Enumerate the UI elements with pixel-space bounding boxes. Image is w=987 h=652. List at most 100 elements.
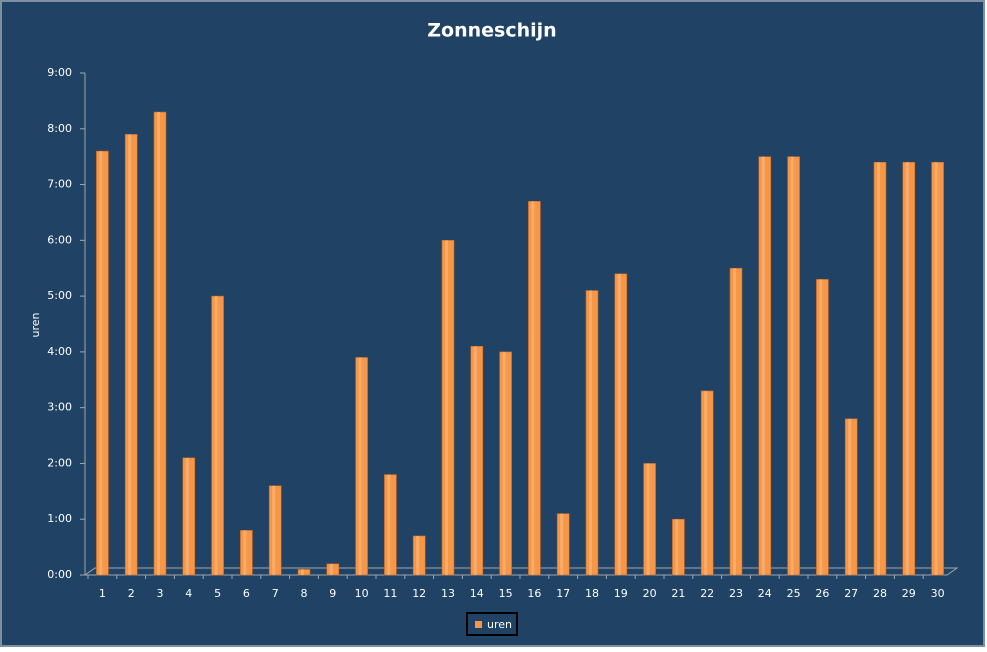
bar-highlight [358,357,362,575]
bar-group [585,290,599,576]
bar-group [672,518,685,576]
bar-highlight [473,346,477,575]
bar-group [816,279,829,576]
bar-highlight [329,563,333,575]
x-tick-label: 11 [383,587,397,600]
bar-highlight [877,162,880,575]
x-tick-label: 21 [671,587,685,600]
bar-group [844,418,858,576]
chart-title: Zonneschijn [427,20,556,42]
legend-swatch [475,621,482,628]
bar-highlight [185,457,189,575]
bar-highlight [416,535,420,575]
bar-group [902,161,916,576]
bar-group [931,161,944,576]
bar-group [528,200,541,576]
bar-group [873,161,887,576]
bar-highlight [905,162,909,575]
x-tick-label: 6 [243,587,250,600]
bar-group [729,267,743,576]
bar-highlight [790,156,794,575]
x-tick-label: 28 [873,587,887,600]
x-tick-label: 10 [355,587,369,600]
x-tick-label: 1 [99,587,106,600]
x-tick-label: 4 [185,587,192,600]
bar-highlight [704,390,708,575]
x-tick-label: 8 [301,587,308,600]
x-tick-label: 20 [643,587,657,600]
x-tick-label: 22 [700,587,714,600]
bar-highlight [761,156,765,575]
bar-highlight [646,463,650,575]
bar-group [700,390,714,576]
bar-group [211,295,224,576]
bar-group [182,457,196,576]
legend-label: uren [487,618,512,631]
bar-group [297,569,311,576]
x-tick-label: 27 [844,587,858,600]
bar-group [96,150,109,576]
bar-highlight [243,530,247,575]
x-tick-label: 17 [556,587,570,600]
bar-highlight [99,151,103,576]
bar-group [153,111,167,576]
bar-highlight [560,513,564,575]
y-tick-label: 8:00 [47,122,72,135]
bar-highlight [675,519,679,575]
x-tick-label: 9 [329,587,336,600]
x-tick-label: 13 [441,587,455,600]
bar-group [499,351,512,576]
bar-highlight [387,474,391,575]
bar-highlight [848,418,852,575]
bar-group [384,474,397,576]
x-tick-label: 25 [787,587,801,600]
bar-group [355,357,368,576]
bar-group [124,134,138,576]
bar-group [268,485,282,576]
y-axis-label: uren [29,312,42,337]
bar-group [556,513,570,576]
bar-group [326,563,340,576]
bar-group [614,273,628,576]
y-tick-label: 2:00 [47,456,72,469]
bar-group [240,530,253,576]
bar-group [643,463,656,576]
bar-highlight [934,162,938,575]
bar-group [470,346,484,576]
x-tick-label: 3 [157,587,164,600]
x-tick-label: 16 [527,587,541,600]
x-tick-label: 12 [412,587,426,600]
x-tick-label: 18 [585,587,599,600]
x-tick-label: 29 [902,587,916,600]
x-tick-label: 2 [128,587,135,600]
x-tick-label: 19 [614,587,628,600]
y-tick-label: 5:00 [47,289,72,302]
x-tick-label: 23 [729,587,743,600]
x-tick-label: 14 [470,587,484,600]
legend: uren [466,612,518,636]
y-tick-label: 7:00 [47,178,72,191]
bar-highlight [445,240,448,576]
y-tick-label: 6:00 [47,233,72,246]
x-tick-label: 7 [272,587,279,600]
y-tick-label: 0:00 [47,568,72,581]
bar-group [412,535,426,576]
bar-highlight [272,485,276,575]
bar-highlight [733,268,736,575]
x-axis-floor [84,567,959,576]
y-tick-label: 4:00 [47,345,72,358]
y-tick-label: 9:00 [47,66,72,79]
bar-group [441,240,455,576]
legend-box [466,612,518,636]
x-tick-label: 15 [499,587,513,600]
bar-highlight [819,279,823,575]
y-tick-label: 3:00 [47,401,72,414]
bar-highlight [617,273,621,575]
x-tick-label: 30 [931,587,945,600]
bar-highlight [214,296,218,575]
x-tick-label: 5 [214,587,221,600]
x-tick-label: 24 [758,587,772,600]
x-tick-label: 26 [815,587,829,600]
bar-highlight [301,569,304,575]
